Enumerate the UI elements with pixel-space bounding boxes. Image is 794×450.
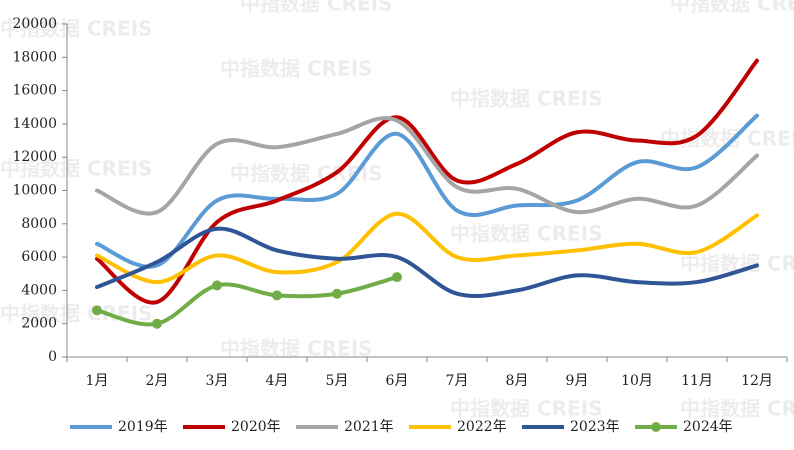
- legend-label: 2022年: [457, 419, 507, 435]
- watermark: 中指数据 CREIS: [670, 0, 794, 16]
- watermark: 中指数据 CREIS: [450, 397, 603, 421]
- y-tick-label: 0: [48, 349, 57, 365]
- legend-label: 2023年: [570, 419, 620, 435]
- x-tick-label: 2月: [146, 373, 169, 389]
- x-tick-label: 4月: [266, 373, 289, 389]
- legend-label: 2019年: [118, 419, 168, 435]
- series-line: [95, 116, 759, 216]
- watermark: 中指数据 CREIS: [0, 17, 153, 41]
- series-line: [95, 58, 759, 305]
- x-tick-label: 9月: [566, 373, 589, 389]
- x-tick-label: 6月: [386, 373, 409, 389]
- watermark: 中指数据 CREIS: [240, 0, 393, 16]
- series-marker: [332, 288, 342, 299]
- y-tick-label: 16000: [12, 83, 57, 99]
- y-tick-label: 2000: [21, 316, 57, 332]
- legend-label: 2021年: [344, 419, 394, 435]
- watermark: 中指数据 CREIS: [220, 57, 373, 81]
- legend-label: 2020年: [231, 419, 281, 435]
- watermark: 中指数据 CREIS: [450, 222, 603, 246]
- x-tick-label: 1月: [86, 373, 109, 389]
- watermark: 中指数据 CREIS: [680, 397, 794, 421]
- legend-label: 2024年: [683, 419, 733, 435]
- y-tick-label: 10000: [12, 183, 57, 199]
- series-marker: [392, 272, 402, 283]
- watermark: 中指数据 CREIS: [450, 87, 603, 111]
- y-tick-label: 6000: [21, 249, 57, 265]
- x-tick-label: 11月: [681, 373, 713, 389]
- series-marker: [212, 280, 222, 291]
- x-tick-label: 7月: [446, 373, 469, 389]
- y-tick-label: 12000: [12, 149, 57, 165]
- x-tick-label: 5月: [326, 373, 349, 389]
- x-tick-label: 12月: [741, 373, 773, 389]
- x-tick-label: 8月: [506, 373, 529, 389]
- series-line: [95, 226, 759, 298]
- x-tick-label: 3月: [206, 373, 229, 389]
- series-line: [95, 113, 759, 269]
- y-tick-label: 14000: [12, 116, 57, 132]
- watermark: 中指数据 CREIS: [230, 162, 383, 186]
- y-tick-label: 8000: [21, 216, 57, 232]
- series-marker: [272, 290, 282, 301]
- y-tick-label: 20000: [12, 16, 57, 32]
- x-tick-label: 10月: [621, 373, 653, 389]
- y-tick-label: 18000: [12, 49, 57, 65]
- series-marker: [152, 318, 162, 329]
- y-tick-label: 4000: [21, 282, 57, 298]
- series-marker: [92, 305, 102, 316]
- series-line: [95, 211, 759, 285]
- watermark: 中指数据 CREIS: [0, 157, 153, 181]
- legend-marker: [651, 422, 661, 432]
